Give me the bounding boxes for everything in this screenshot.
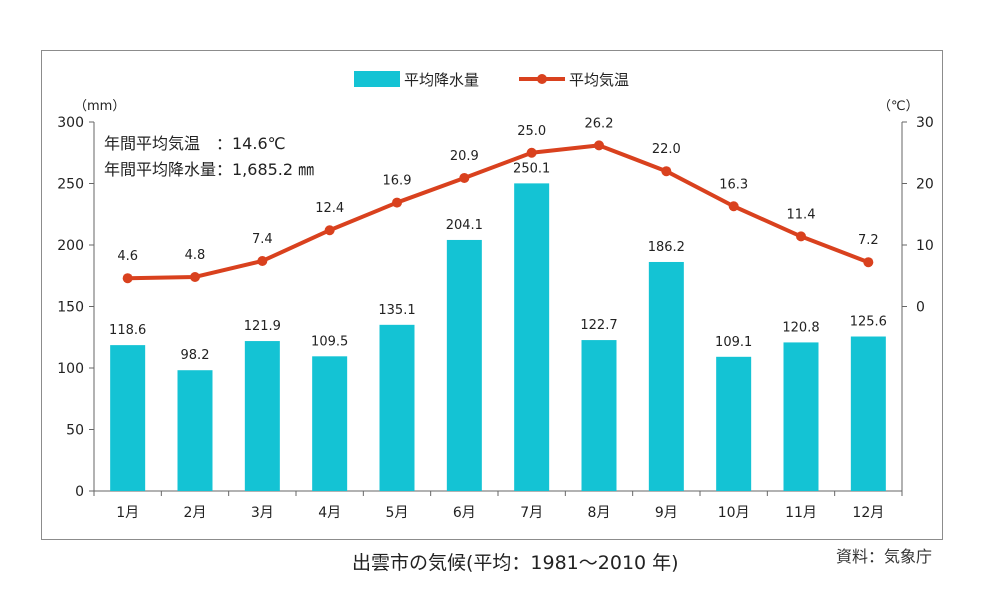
annotation-text: 年間平均降水量：1,685.2 ㎜	[104, 160, 314, 179]
line-data-label: 26.2	[585, 116, 614, 131]
x-tick-label: 8月	[588, 505, 611, 521]
bar-data-label: 120.8	[782, 320, 819, 335]
bar-data-label: 109.1	[715, 335, 752, 350]
line-data-label: 11.4	[787, 207, 816, 222]
left-tick-label: 0	[75, 484, 84, 500]
x-tick-label: 9月	[655, 505, 678, 521]
left-axis-unit: （mm）	[74, 99, 125, 114]
source-note: 資料：気象庁	[836, 547, 933, 566]
bar-data-label: 118.6	[109, 323, 146, 338]
x-tick-label: 12月	[852, 505, 884, 521]
line-data-label: 25.0	[517, 124, 546, 139]
bar-data-label: 250.1	[513, 161, 550, 176]
bar-precipitation	[514, 183, 550, 491]
legend-label-temperature: 平均気温	[569, 71, 629, 89]
bar-precipitation	[648, 261, 684, 491]
bar-data-label: 125.6	[850, 315, 887, 330]
bar-data-label: 204.1	[446, 218, 483, 233]
bar-data-label: 135.1	[378, 303, 415, 318]
right-axis-unit: （℃）	[878, 99, 919, 114]
legend-marker-temperature	[537, 74, 547, 84]
x-tick-label: 6月	[453, 505, 476, 521]
line-point-temperature	[392, 197, 402, 208]
bar-precipitation	[110, 345, 146, 491]
chart-frame: 0 50 100 150 200 250 300 0 10 20 30 1月 2月 3月 4月 5月 6月 7月 8…	[41, 50, 943, 540]
bar-precipitation	[446, 239, 482, 491]
bar-data-label: 98.2	[181, 348, 210, 363]
right-tick-label: 30	[916, 115, 934, 131]
line-point-temperature	[190, 271, 200, 282]
x-tick-label: 2月	[184, 505, 207, 521]
x-tick-label: 4月	[318, 505, 341, 521]
bar-precipitation	[581, 340, 617, 491]
line-point-temperature	[594, 140, 604, 151]
x-tick-label: 10月	[718, 505, 750, 521]
bar-precipitation	[716, 356, 752, 491]
climate-chart: 0 50 100 150 200 250 300 0 10 20 30 1月 2月 3月 4月 5月 6月 7月 8…	[57, 71, 934, 521]
line-data-label: 4.6	[117, 249, 138, 264]
left-tick-label: 50	[66, 423, 84, 439]
line-data-label: 22.0	[652, 142, 681, 157]
line-data-label: 7.4	[252, 232, 273, 247]
right-tick-label: 10	[916, 238, 934, 254]
left-tick-label: 200	[57, 238, 84, 254]
line-point-temperature	[728, 201, 739, 212]
line-point-temperature	[122, 273, 133, 284]
line-data-label: 16.9	[383, 174, 412, 189]
x-tick-label: 7月	[520, 505, 543, 521]
x-tick-label: 11月	[785, 505, 817, 521]
line-data-label: 7.2	[858, 233, 879, 248]
line-point-temperature	[661, 166, 672, 177]
bar-precipitation	[312, 356, 348, 491]
left-tick-label: 100	[57, 361, 84, 377]
legend-swatch-precipitation	[354, 71, 400, 87]
line-data-label: 16.3	[719, 177, 748, 192]
line-point-temperature	[863, 257, 874, 268]
right-tick-label: 20	[916, 177, 934, 193]
line-data-label: 20.9	[450, 149, 479, 164]
x-tick-label: 5月	[386, 505, 409, 521]
bar-precipitation	[850, 336, 886, 491]
bar-precipitation	[783, 342, 819, 491]
bar-data-label: 122.7	[580, 318, 617, 333]
x-tick-label: 1月	[116, 505, 139, 521]
bar-precipitation	[379, 324, 415, 491]
annotation-text: 年間平均気温 ：14.6℃	[104, 134, 286, 153]
line-point-temperature	[324, 225, 335, 236]
left-tick-label: 300	[57, 115, 84, 131]
chart-caption: 出雲市の気候(平均：1981～2010 年)	[352, 552, 679, 574]
bar-data-label: 109.5	[311, 334, 348, 349]
line-point-temperature	[526, 147, 537, 158]
line-point-temperature	[796, 231, 806, 242]
left-tick-label: 150	[57, 300, 84, 316]
bar-precipitation	[177, 370, 213, 491]
line-data-label: 4.8	[185, 248, 206, 263]
x-tick-label: 3月	[251, 505, 274, 521]
line-point-temperature	[257, 255, 268, 266]
line-point-temperature	[459, 172, 470, 183]
line-data-label: 12.4	[315, 201, 344, 216]
left-tick-label: 250	[57, 177, 84, 193]
bar-data-label: 121.9	[244, 319, 281, 334]
bar-data-label: 186.2	[648, 240, 685, 255]
right-tick-label: 0	[916, 300, 925, 316]
legend-label-precipitation: 平均降水量	[404, 71, 479, 89]
bar-precipitation	[244, 341, 280, 491]
line-temperature	[127, 143, 870, 281]
